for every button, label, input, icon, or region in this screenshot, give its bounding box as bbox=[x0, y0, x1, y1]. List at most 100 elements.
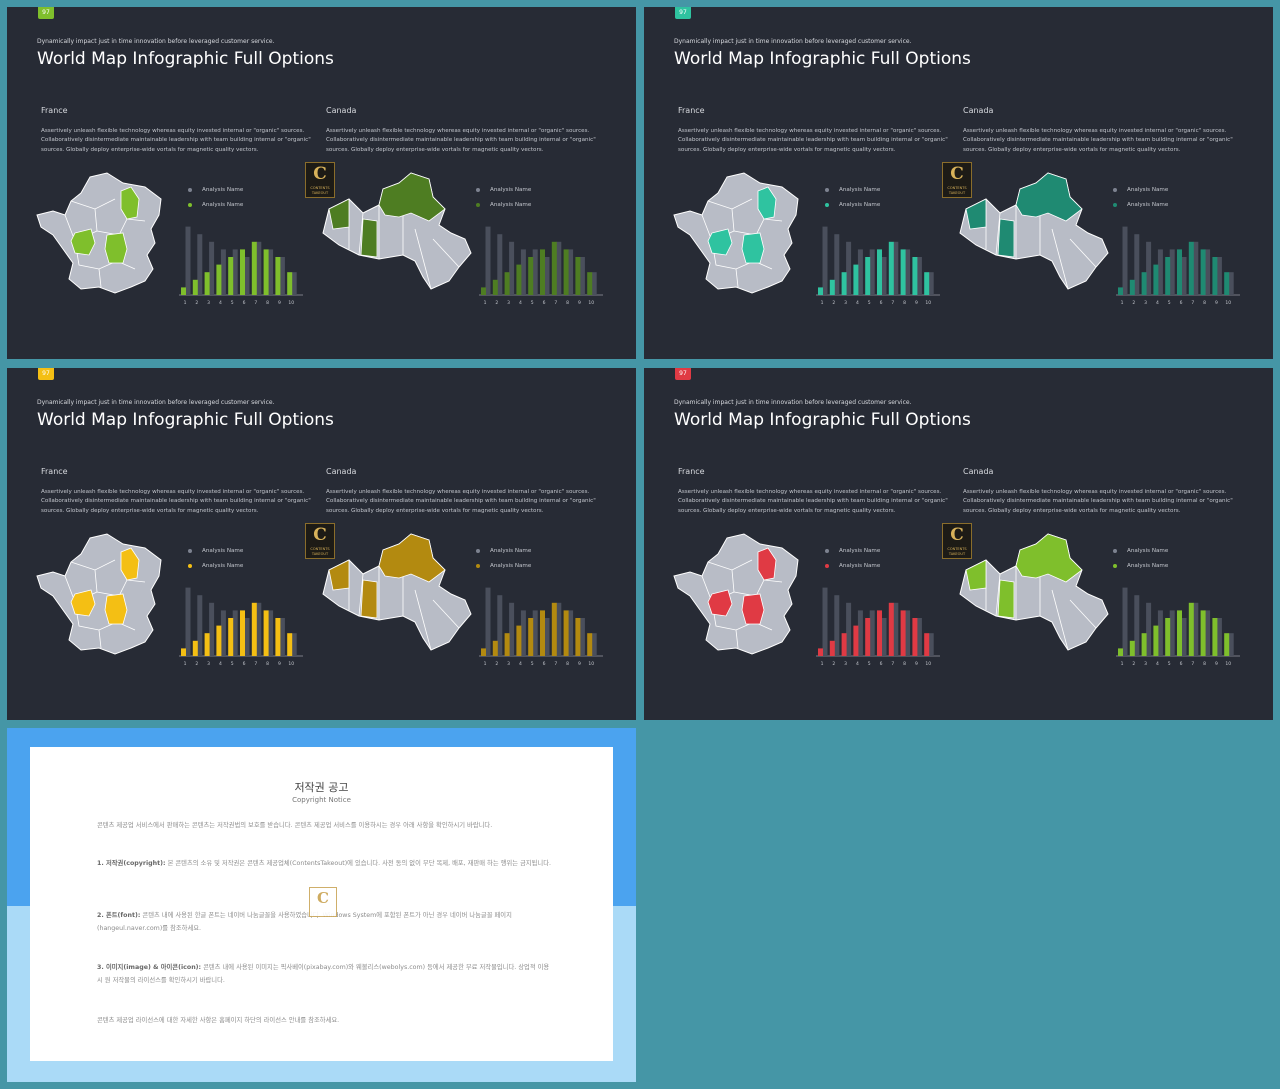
chart-bar-series-2 bbox=[900, 610, 906, 656]
slide-number-badge: 97 bbox=[38, 368, 54, 380]
canada-region-highlight-north bbox=[378, 172, 446, 222]
legend-item: Analysis Name bbox=[476, 547, 531, 562]
chart-tick-label: 1 bbox=[1121, 300, 1124, 306]
bar-chart: 1 2 3 4 5 6 7 8 9 10 bbox=[179, 226, 303, 306]
chart-bar-series-1 bbox=[1193, 602, 1199, 656]
chart-bar-series-2 bbox=[1212, 618, 1218, 656]
chart-bar-series-2 bbox=[1118, 648, 1123, 656]
slide-1: 9 7 Dynamically impact just in time innova… bbox=[7, 7, 636, 359]
chart-bar-series-1 bbox=[279, 618, 285, 656]
chart-bar-series-1 bbox=[893, 602, 899, 656]
france-region-border bbox=[733, 579, 783, 597]
panel-description: Assertively unleash flexible technology … bbox=[326, 128, 596, 153]
chart-tick-label: 8 bbox=[266, 300, 269, 306]
chart-tick-label: 10 bbox=[1225, 300, 1231, 306]
chart-tick-label: 9 bbox=[1215, 661, 1218, 667]
france-map-outline bbox=[36, 172, 162, 294]
legend-item: Analysis Name bbox=[476, 562, 531, 577]
canada-province-border bbox=[1069, 599, 1097, 629]
chart-bar-series-2 bbox=[829, 640, 835, 656]
chart-tick-label: 2 bbox=[1132, 661, 1135, 667]
chart-bar-series-1 bbox=[1181, 257, 1187, 295]
chart-tick-label: 3 bbox=[1144, 300, 1147, 306]
chart-bar-series-2 bbox=[912, 257, 918, 295]
chart-bar-series-2 bbox=[551, 602, 557, 656]
chart-bar-series-2 bbox=[240, 249, 245, 295]
chart-bar-series-1 bbox=[1169, 610, 1175, 656]
panel-country-france: France bbox=[678, 106, 705, 115]
panel-country-france: France bbox=[41, 467, 68, 476]
chart-tick-label: 5 bbox=[1168, 300, 1171, 306]
chart-bar-series-2 bbox=[924, 633, 930, 656]
panel-country-canada: Canada bbox=[326, 467, 357, 476]
chart-tick-label: 5 bbox=[868, 661, 871, 667]
chart-tick-label: 9 bbox=[578, 300, 581, 306]
chart-bar-series-1 bbox=[1157, 249, 1163, 295]
france-region-highlight-northeast bbox=[757, 547, 777, 581]
chart-tick-label: 1 bbox=[484, 300, 487, 306]
chart-tick-label: 9 bbox=[578, 661, 581, 667]
canada-region-highlight-north bbox=[378, 533, 446, 583]
chart-tick-label: 6 bbox=[243, 300, 246, 306]
chart-bar-series-2 bbox=[829, 279, 835, 295]
legend-item: Analysis Name bbox=[188, 186, 243, 201]
chart-bar-series-1 bbox=[579, 257, 585, 295]
canada-province-border bbox=[995, 212, 1001, 256]
chart-bar-series-1 bbox=[197, 234, 203, 295]
chart-bar-series-1 bbox=[268, 249, 274, 295]
copyright-title: 저작권 공고 bbox=[294, 781, 349, 794]
canada-map bbox=[322, 172, 472, 290]
logo-letter-icon: C bbox=[313, 525, 327, 545]
chart-bar-series-1 bbox=[209, 241, 215, 295]
copyright-section-3: 3. 이미지(image) & 아이콘(icon): 콘텐츠 내에 사용된 이미… bbox=[97, 961, 552, 987]
chart-bar-series-2 bbox=[481, 287, 486, 295]
chart-bar-series-2 bbox=[275, 618, 281, 656]
chart-tick-label: 1 bbox=[821, 300, 824, 306]
france-region-border bbox=[96, 579, 146, 597]
france-region-border bbox=[96, 218, 146, 236]
legend-dot-icon bbox=[188, 203, 192, 207]
copyright-intro: 콘텐츠 제공업 서비스에서 판매하는 콘텐츠는 저작권법의 보호를 받습니다. … bbox=[97, 822, 493, 829]
canada-province-border bbox=[414, 589, 432, 651]
chart-bar-series-2 bbox=[888, 241, 894, 295]
logo-letter-icon: C bbox=[950, 164, 964, 184]
chart-bar-series-1 bbox=[232, 610, 238, 656]
chart-bar-series-1 bbox=[244, 618, 250, 656]
chart-bar-series-2 bbox=[1224, 633, 1230, 656]
chart-bar-series-1 bbox=[1146, 241, 1152, 295]
legend-dot-icon bbox=[1113, 549, 1117, 553]
chart-bar-series-2 bbox=[865, 257, 871, 295]
chart-bar-series-1 bbox=[881, 257, 887, 295]
legend-dot-icon bbox=[825, 188, 829, 192]
chart-bar-series-1 bbox=[520, 249, 526, 295]
chart-bar-series-1 bbox=[1122, 226, 1128, 295]
chart-legend: Analysis Name Analysis Name bbox=[476, 547, 531, 577]
logo-text: CONTENTS TAKEOUT bbox=[310, 186, 330, 195]
france-region-highlight-northeast bbox=[120, 186, 140, 220]
chart-bar-series-1 bbox=[857, 249, 863, 295]
chart-bar-series-2 bbox=[1177, 610, 1182, 656]
chart-bar-series-2 bbox=[528, 618, 534, 656]
chart-tick-label: 8 bbox=[903, 300, 906, 306]
slide-title: World Map Infographic Full Options bbox=[674, 410, 971, 430]
chart-tick-label: 1 bbox=[184, 300, 187, 306]
legend-item: Analysis Name bbox=[1113, 562, 1168, 577]
chart-bar-series-2 bbox=[1165, 618, 1171, 656]
chart-tick-label: 3 bbox=[844, 661, 847, 667]
chart-tick-label: 8 bbox=[1203, 300, 1206, 306]
legend-label: Analysis Name bbox=[839, 202, 881, 208]
chart-bar-series-2 bbox=[1188, 241, 1194, 295]
chart-bar-series-1 bbox=[822, 587, 828, 656]
chart-bar-series-1 bbox=[232, 249, 238, 295]
chart-bar-series-1 bbox=[579, 618, 585, 656]
chart-tick-label: 10 bbox=[588, 661, 594, 667]
chart-tick-label: 3 bbox=[507, 661, 510, 667]
chart-bar-series-2 bbox=[204, 272, 210, 295]
panel-description: Assertively unleash flexible technology … bbox=[963, 128, 1233, 153]
chart-tick-label: 7 bbox=[554, 300, 557, 306]
france-region-highlight-northeast bbox=[120, 547, 140, 581]
chart-bar-series-2 bbox=[1129, 640, 1135, 656]
slide-subheadline: Dynamically impact just in time innovati… bbox=[37, 38, 275, 45]
chart-bar-series-1 bbox=[1205, 610, 1211, 656]
canada-province-border bbox=[432, 599, 460, 629]
